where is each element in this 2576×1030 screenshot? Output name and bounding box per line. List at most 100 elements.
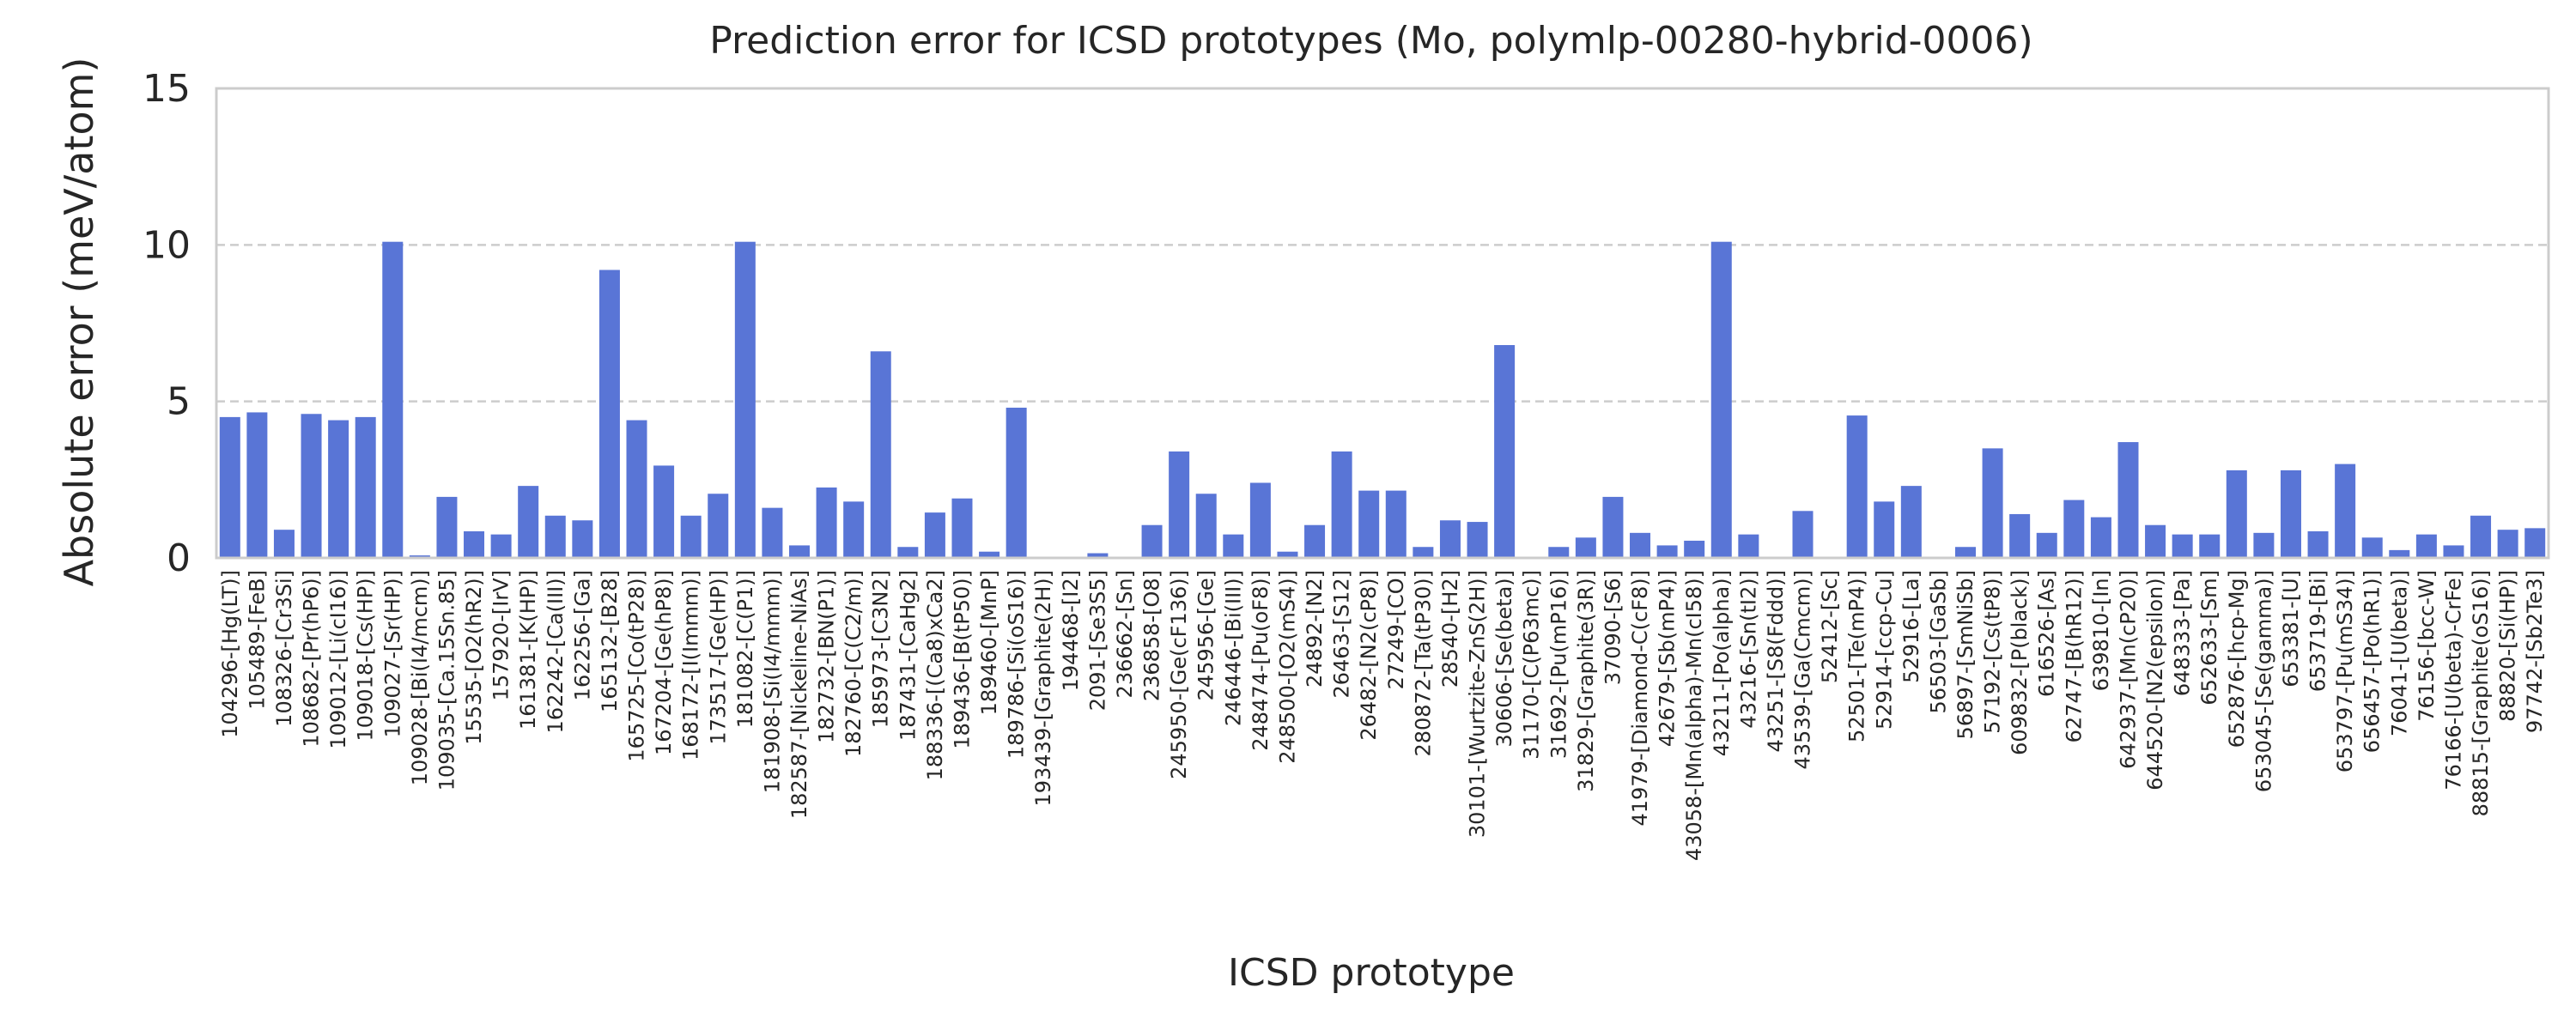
x-tick-label: 616526-[As]: [2035, 570, 2059, 697]
x-tick-label: 248500-[O2(mS4)]: [1275, 570, 1299, 764]
x-tick-label: 652876-[hcp-Mg]: [2225, 570, 2249, 748]
x-tick-label: 173517-[Ge(HP)]: [706, 570, 730, 745]
x-tick-label: 43216-[Sn(tI2)]: [1736, 570, 1760, 729]
x-tick-label: 108326-[Cr3Si]: [272, 570, 296, 727]
bar: [734, 241, 756, 558]
x-tick-label: 41979-[Diamond-C(cF8)]: [1628, 570, 1652, 827]
x-tick-label: 187431-[CaHg2]: [896, 570, 920, 741]
bar: [2199, 534, 2221, 558]
bar: [2036, 532, 2057, 558]
x-tick-label: 76041-[U(beta)]: [2387, 570, 2411, 736]
bar: [572, 520, 593, 558]
bar: [2009, 513, 2031, 558]
x-tick-label: 165132-[B28]: [598, 570, 622, 712]
bar: [1195, 494, 1217, 558]
bar: [1223, 534, 1244, 558]
bar: [382, 241, 404, 558]
bar: [2497, 530, 2518, 558]
x-tick-label: 109027-[Sr(HP)]: [380, 570, 404, 737]
bar: [219, 416, 240, 558]
x-tick-label: 165725-[Co(tP28)]: [625, 570, 649, 762]
bar: [273, 530, 295, 558]
bar: [246, 412, 268, 558]
x-tick-label: 162242-[Ca(III)]: [544, 570, 568, 733]
bar: [1141, 524, 1163, 558]
bar: [2145, 524, 2166, 558]
bar: [2253, 532, 2275, 558]
x-tick-label: 609832-[P(black)]: [2008, 570, 2032, 755]
bar: [2361, 537, 2383, 558]
y-axis-label: Absolute error (meV/atom): [56, 58, 102, 587]
bar: [1358, 490, 1380, 558]
bar: [436, 496, 458, 558]
bar: [518, 486, 539, 558]
bar: [2470, 515, 2492, 558]
bar: [1684, 540, 1705, 558]
bar: [626, 420, 647, 558]
bar: [1846, 415, 1868, 558]
x-tick-label: 76166-[U(beta)-CrFe]: [2441, 570, 2465, 791]
x-tick-label: 644520-[N2(epsilon)]: [2143, 570, 2167, 791]
bar: [2226, 470, 2247, 558]
bar: [1602, 496, 1624, 558]
x-tick-label: 52412-[Sc]: [1818, 570, 1842, 683]
bar: [1630, 532, 1651, 558]
y-tick-label: 5: [167, 380, 191, 424]
bar: [1656, 545, 1678, 558]
x-tick-label: 162256-[Ga]: [570, 570, 594, 700]
bar: [924, 512, 945, 558]
x-tick-label: 189436-[B(tP50)]: [950, 570, 974, 749]
bar: [2172, 534, 2193, 558]
bar: [843, 501, 865, 558]
bar: [1738, 534, 1759, 558]
x-tick-label: 2091-[Se3S5]: [1085, 570, 1109, 711]
x-tick-label: 43539-[Ga(Cmcm)]: [1791, 570, 1815, 769]
bar: [1982, 448, 2003, 558]
bar: [2117, 442, 2139, 558]
x-tick-label: 31170-[C(P63mc)]: [1520, 570, 1544, 760]
bar: [2307, 531, 2329, 558]
bar: [2524, 528, 2546, 558]
bar: [544, 515, 566, 558]
x-tick-label: 109018-[Cs(HP)]: [354, 570, 378, 742]
x-tick-label: 52501-[Te(mP4)]: [1845, 570, 1869, 742]
x-tick-label: 656457-[Po(hR1)]: [2360, 570, 2385, 753]
bar: [1439, 520, 1461, 558]
x-tick-label: 181908-[Si(I4/mmm)]: [760, 570, 784, 793]
bar: [979, 551, 1000, 558]
bar: [788, 545, 811, 558]
x-tick-label: 648333-[Pa]: [2171, 570, 2195, 696]
bar: [1467, 522, 1488, 558]
bar: [2090, 517, 2111, 558]
bar: [1954, 547, 1977, 558]
x-tick-label: 168172-[I(Immm)]: [679, 570, 703, 760]
x-tick-label: 31829-[Graphite(3R)]: [1574, 570, 1598, 792]
bar: [1874, 501, 1895, 558]
bar: [870, 351, 891, 558]
bar: [1087, 553, 1109, 558]
x-tick-label: 182732-[BN(P1)]: [815, 570, 839, 743]
x-tick-label: 193439-[Graphite(2H)]: [1031, 570, 1055, 807]
x-tick-label: 167204-[Ge(hP8)]: [652, 570, 676, 755]
bar: [2063, 500, 2085, 558]
x-tick-label: 43058-[Mn(alpha)-Mn(cI58)]: [1682, 570, 1706, 861]
x-tick-label: 194468-[I2]: [1059, 570, 1083, 691]
x-tick-label: 188336-[(Ca8)xCa2]: [923, 570, 947, 780]
bar: [2415, 534, 2437, 558]
x-tick-label: 653797-[Pu(mS34)]: [2333, 570, 2357, 772]
x-tick-label: 246446-[Bi(III)]: [1221, 570, 1245, 726]
bar: [680, 515, 702, 558]
x-tick-label: 236662-[Sn]: [1113, 570, 1137, 698]
bar: [1277, 551, 1298, 558]
bar: [1304, 524, 1326, 558]
bar: [1331, 451, 1352, 558]
bar: [2335, 464, 2356, 558]
x-tick-label: 236858-[O8]: [1140, 570, 1164, 701]
bar: [762, 507, 783, 558]
bar: [1413, 547, 1434, 558]
bar: [1710, 241, 1732, 558]
x-tick-label: 88815-[Graphite(oS16)]: [2469, 570, 2493, 816]
y-tick-label: 15: [143, 67, 191, 111]
x-tick-label: 280872-[Ta(tP30)]: [1411, 570, 1435, 757]
